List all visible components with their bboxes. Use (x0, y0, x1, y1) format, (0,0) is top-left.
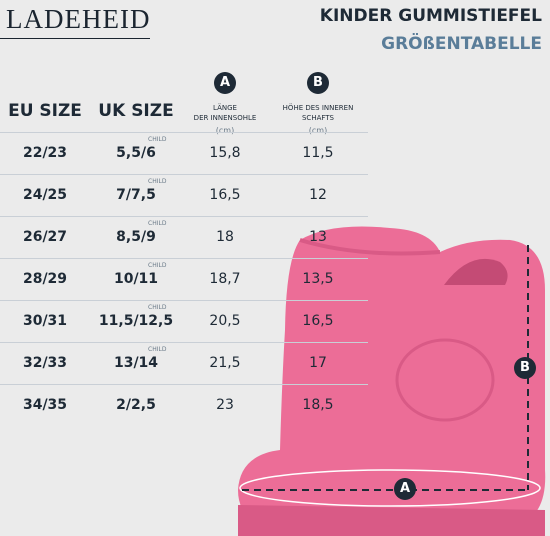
child-tag: CHILD (148, 136, 167, 143)
eu-size: 22/23 (22, 145, 68, 161)
uk-size: 5,5/6 (116, 145, 156, 161)
frog-emboss (395, 338, 495, 422)
uk-size: 11,5/12,5 (98, 313, 174, 329)
column-header: DER INNENSOHLE (193, 114, 257, 122)
eu-size: 30/31 (22, 313, 68, 329)
column-header: EU SIZE (8, 101, 82, 121)
insole-length: 21,5 (209, 355, 241, 371)
shaft-height: 13 (309, 229, 327, 245)
child-tag: CHILD (148, 220, 167, 227)
column-header: SCHAFTS (301, 114, 335, 122)
boot-rim (299, 238, 441, 256)
row-separator (0, 174, 368, 175)
shaft-height: 16,5 (302, 313, 334, 329)
column-header: UK SIZE (98, 101, 174, 121)
uk-size: 7/7,5 (116, 187, 156, 203)
boot-handle-hole (444, 258, 508, 285)
brand: LADEHEID (6, 4, 151, 34)
marker-a: A (394, 478, 416, 500)
insole-length: 20,5 (209, 313, 241, 329)
boot (238, 226, 546, 528)
shaft-height: 13,5 (302, 271, 334, 287)
column-unit: (cm) (215, 126, 235, 135)
marker-b: B (514, 357, 536, 379)
subtitle: GRÖßENTABELLE (381, 34, 542, 54)
column-unit: (cm) (308, 126, 328, 135)
insole-length: 18,7 (209, 271, 241, 287)
uk-size: 8,5/9 (116, 229, 156, 245)
eu-size: 32/33 (22, 355, 68, 371)
title: KINDER GUMMISTIEFEL (319, 6, 542, 26)
child-tag: CHILD (148, 346, 167, 353)
column-header: LÄNGE (213, 104, 237, 112)
uk-size: 13/14 (113, 355, 159, 371)
row-separator (0, 132, 368, 133)
row-separator (0, 258, 368, 259)
insole-length: 23 (216, 397, 234, 413)
child-tag: CHILD (148, 262, 167, 269)
insole-length: 18 (216, 229, 234, 245)
uk-size: 2/2,5 (116, 397, 156, 413)
row-separator (0, 342, 368, 343)
child-tag: CHILD (148, 304, 167, 311)
row-separator (0, 384, 368, 385)
shaft-height: 17 (309, 355, 327, 371)
insole-length: 15,8 (209, 145, 241, 161)
shaft-height: 12 (309, 187, 327, 203)
insole-length: 16,5 (209, 187, 241, 203)
eu-size: 24/25 (22, 187, 68, 203)
column-marker: B (307, 72, 329, 94)
insole-outline (239, 469, 541, 507)
eu-size: 28/29 (22, 271, 68, 287)
shaft-height: 18,5 (302, 397, 334, 413)
eu-size: 26/27 (22, 229, 68, 245)
eu-size: 34/35 (22, 397, 68, 413)
column-marker: A (214, 72, 236, 94)
shaft-height: 11,5 (302, 145, 334, 161)
uk-size: 10/11 (113, 271, 159, 287)
boot-sole (238, 505, 545, 536)
row-separator (0, 300, 368, 301)
row-separator (0, 216, 368, 217)
child-tag: CHILD (148, 178, 167, 185)
brand-rule (0, 38, 150, 39)
column-header: HÖHE DES INNEREN (282, 104, 354, 112)
